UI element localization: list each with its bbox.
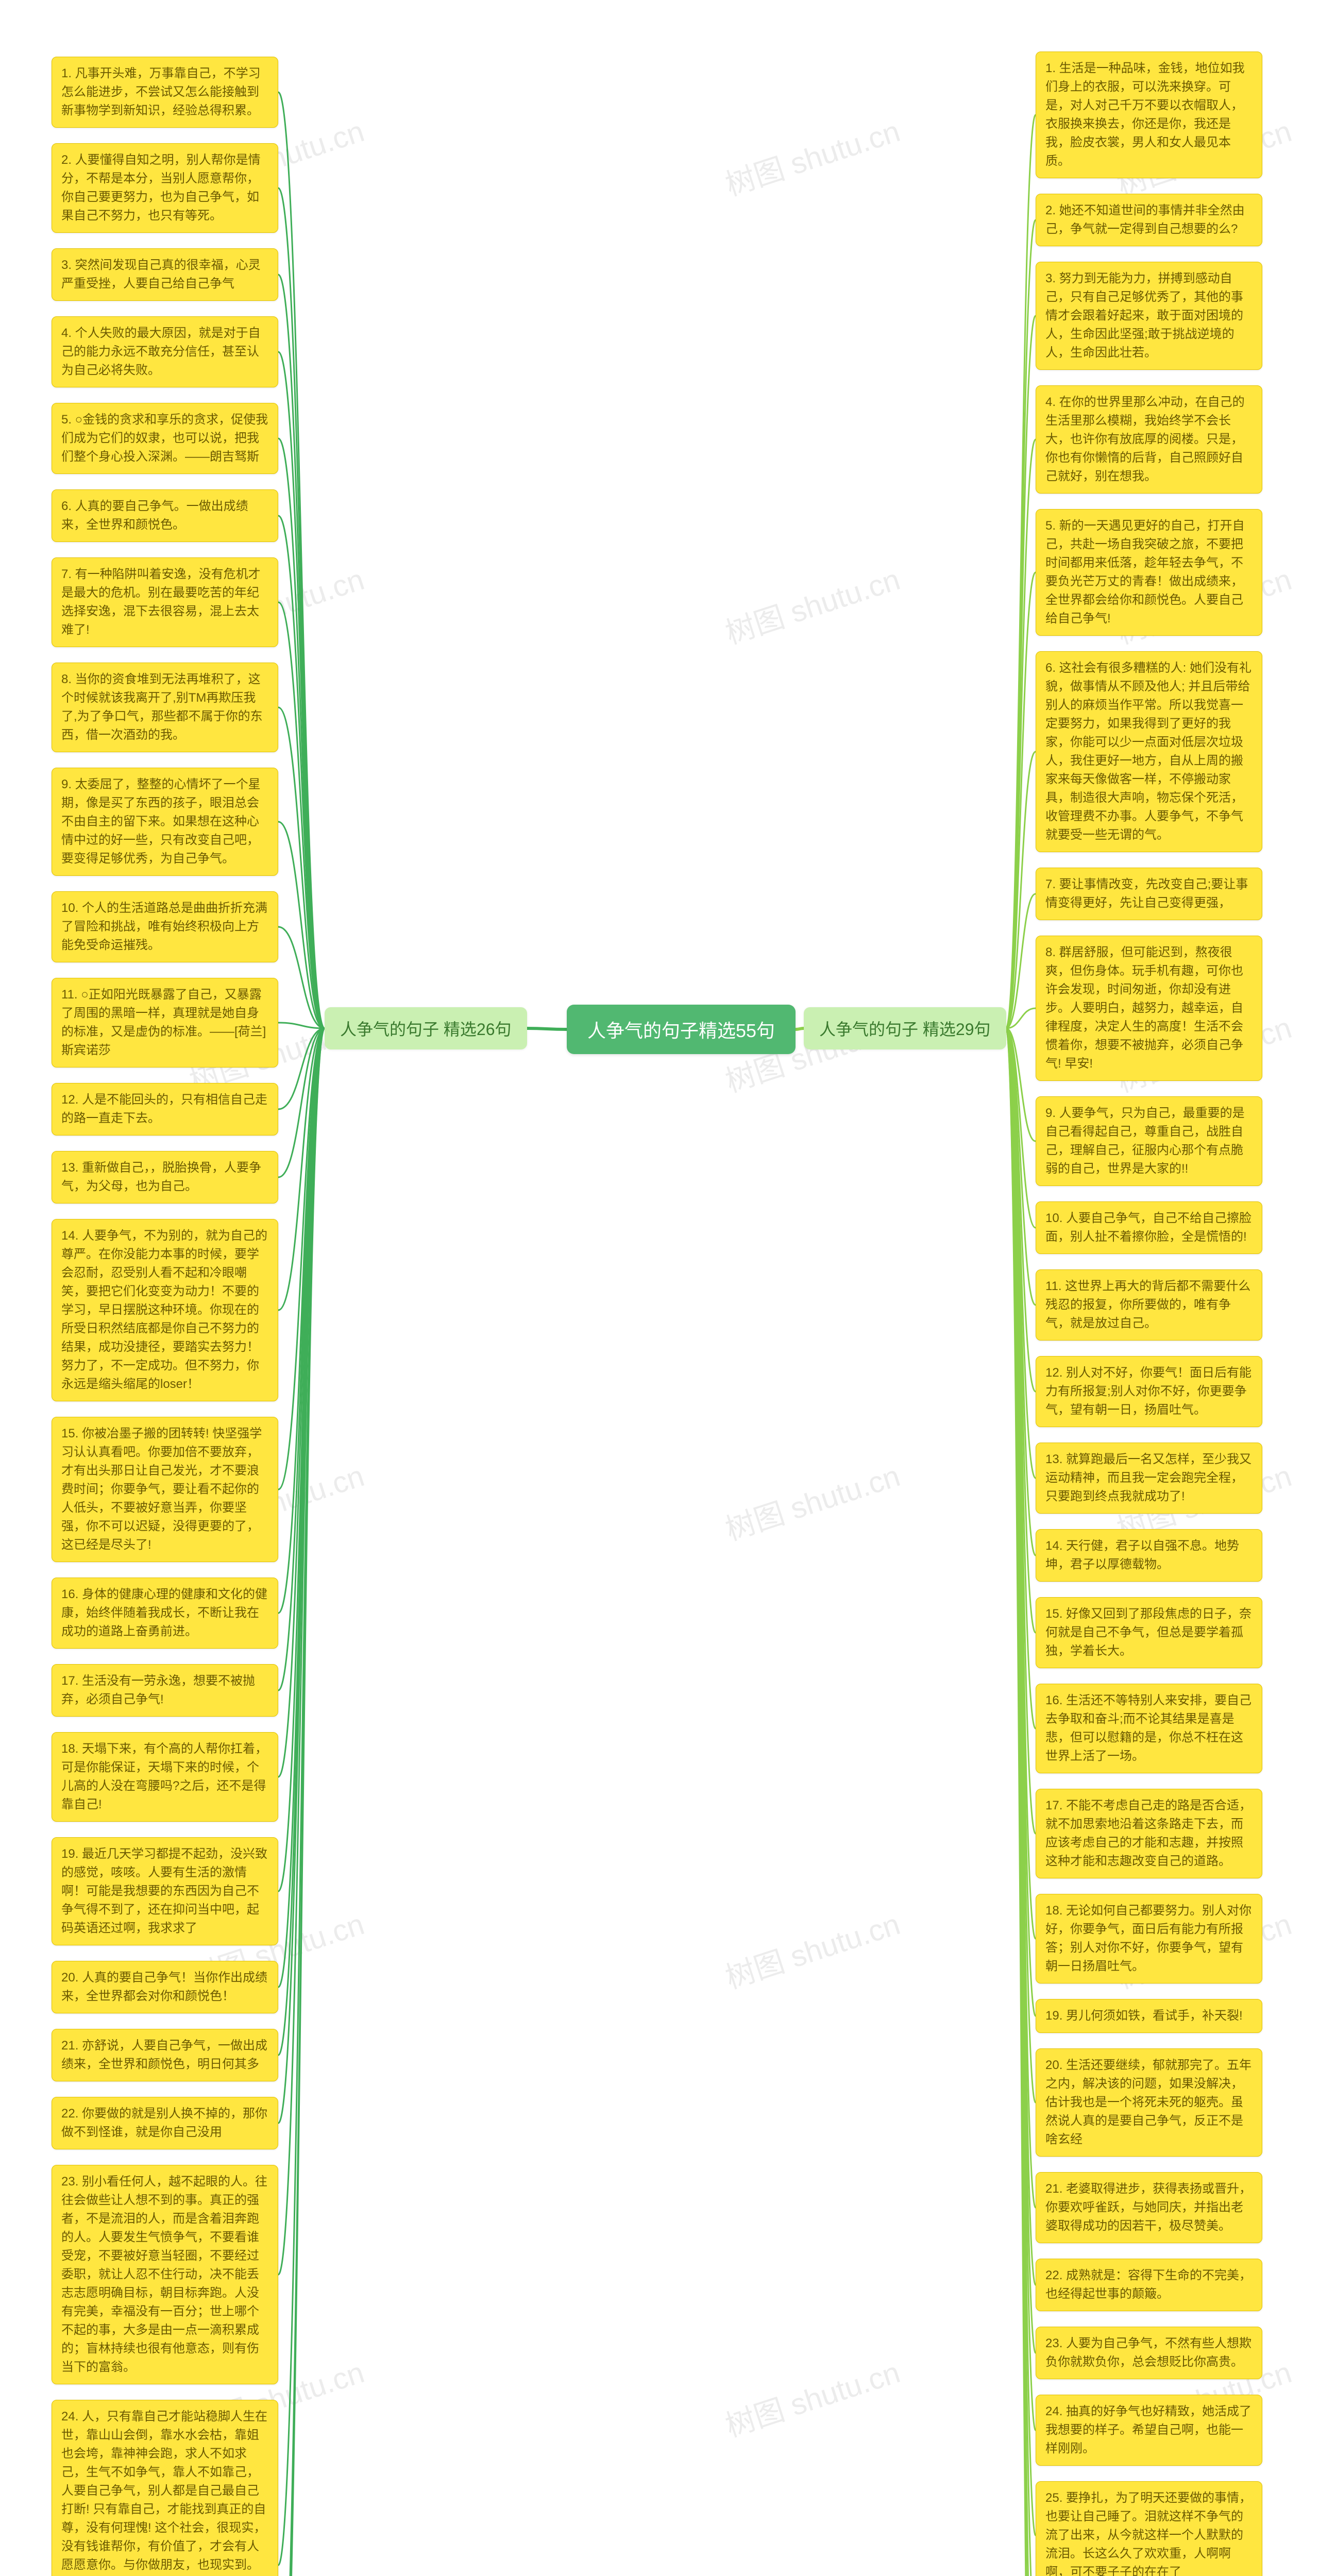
leaf-left-1: 1. 凡事开头难，万事靠自己，不学习怎么能进步，不尝试又怎么能接触到新事物学到新… bbox=[52, 57, 278, 128]
leaf-right-11: 11. 这世界上再大的背后都不需要什么残忍的报复，你所要做的，唯有争气，就是放过… bbox=[1036, 1269, 1262, 1341]
leaf-left-7: 7. 有一种陷阱叫着安逸，没有危机才是最大的危机。别在最要吃苦的年纪选择安逸，混… bbox=[52, 557, 278, 647]
leaf-left-4: 4. 个人失败的最大原因，就是对于自己的能力永远不敢充分信任，甚至认为自己必将失… bbox=[52, 316, 278, 387]
leaf-right-13: 13. 就算跑最后一名又怎样，至少我又运动精神，而且我一定会跑完全程，只要跑到终… bbox=[1036, 1443, 1262, 1514]
leaf-right-6: 6. 这社会有很多糟糕的人: 她们没有礼貌，做事情从不顾及他人; 并且后带给别人… bbox=[1036, 651, 1262, 852]
leaf-left-11: 11. ○正如阳光既暴露了自己，又暴露了周围的黑暗一样，真理就是她自身的标准，又… bbox=[52, 978, 278, 1067]
leaf-right-2: 2. 她还不知道世间的事情并非全然由己，争气就一定得到自己想要的么? bbox=[1036, 194, 1262, 246]
leaf-right-10: 10. 人要自己争气，自己不给自己擦脸面，别人扯不着擦你脸，全是慌悟的! bbox=[1036, 1201, 1262, 1254]
leaf-right-25: 25. 要挣扎，为了明天还要做的事情，也要让自己睡了。泪就这样不争气的流了出来，… bbox=[1036, 2481, 1262, 2576]
leaf-left-20: 20. 人真的要自己争气！当你作出成绩来，全世界都会对你和颜悦色！ bbox=[52, 1961, 278, 2013]
leaf-right-23: 23. 人要为自己争气，不然有些人想欺负你就欺负你，总会想贬比你高贵。 bbox=[1036, 2327, 1262, 2379]
leaf-right-19: 19. 男儿何须如铁，看试手，补天裂! bbox=[1036, 1999, 1262, 2033]
leaf-left-17: 17. 生活没有一劳永逸，想要不被抛弃，必须自己争气! bbox=[52, 1664, 278, 1717]
leaf-column-left: 1. 凡事开头难，万事靠自己，不学习怎么能进步，不尝试又怎么能接触到新事物学到新… bbox=[52, 57, 278, 2576]
leaf-right-12: 12. 别人对不好，你要气！面日后有能力有所报复;别人对你不好，你更要争气，望有… bbox=[1036, 1356, 1262, 1427]
leaf-left-6: 6. 人真的要自己争气。一做出成绩来，全世界和颜悦色。 bbox=[52, 489, 278, 542]
leaf-left-19: 19. 最近几天学习都提不起劲，没兴致的感觉，咳咳。人要有生活的激情啊！可能是我… bbox=[52, 1837, 278, 1945]
leaf-right-15: 15. 好像又回到了那段焦虑的日子，奈何就是自己不争气，但总是要学着孤独，学着长… bbox=[1036, 1597, 1262, 1668]
leaf-right-9: 9. 人要争气，只为自己，最重要的是自己看得起自己，尊重自己，战胜自己，理解自己… bbox=[1036, 1096, 1262, 1186]
leaf-left-5: 5. ○金钱的贪求和享乐的贪求，促使我们成为它们的奴隶，也可以说，把我们整个身心… bbox=[52, 403, 278, 474]
leaf-right-20: 20. 生活还要继续，郁就那完了。五年之内，解决该的问题，如果没解决，估计我也是… bbox=[1036, 2048, 1262, 2157]
leaf-right-14: 14. 天行健，君子以自强不息。地势坤，君子以厚德载物。 bbox=[1036, 1529, 1262, 1582]
leaf-right-7: 7. 要让事情改变，先改变自己;要让事情变得更好，先让自己变得更强， bbox=[1036, 868, 1262, 920]
leaf-right-21: 21. 老婆取得进步，获得表扬或晋升，你要欢呼雀跃，与她同庆，并指出老婆取得成功… bbox=[1036, 2172, 1262, 2243]
leaf-left-16: 16. 身体的健康心理的健康和文化的健康，始终伴随着我成长，不断让我在成功的道路… bbox=[52, 1578, 278, 1649]
leaf-right-4: 4. 在你的世界里那么冲动，在自己的生活里那么模糊，我始终学不会长大，也许你有放… bbox=[1036, 385, 1262, 494]
leaf-column-right: 1. 生活是一种品味，金钱，地位如我们身上的衣服，可以洗来换穿。可是，对人对己千… bbox=[1036, 52, 1262, 2576]
mindmap-stage: 人争气的句子精选55句 人争气的句子 精选26句 人争气的句子 精选29句 1.… bbox=[0, 0, 1319, 2576]
leaf-right-17: 17. 不能不考虑自己走的路是否合适，就不加思索地沿着这条路走下去，而应该考虑自… bbox=[1036, 1789, 1262, 1878]
leaf-left-21: 21. 亦舒说，人要自己争气，一做出成绩来，全世界和颜悦色，明日何其多 bbox=[52, 2029, 278, 2081]
leaf-left-18: 18. 天塌下来，有个高的人帮你扛着，可是你能保证，天塌下来的时候，个儿高的人没… bbox=[52, 1732, 278, 1822]
root-node: 人争气的句子精选55句 bbox=[567, 1005, 796, 1054]
leaf-left-15: 15. 你被冶墨子搬的团转转! 快坚强学习认认真看吧。你要加倍不要放弃，才有出头… bbox=[52, 1417, 278, 1562]
leaf-left-10: 10. 个人的生活道路总是曲曲折折充满了冒险和挑战，唯有始终积极向上方能免受命运… bbox=[52, 891, 278, 962]
leaf-left-23: 23. 别小看任何人，越不起眼的人。往往会做些让人想不到的事。真正的强者，不是流… bbox=[52, 2165, 278, 2384]
leaf-left-12: 12. 人是不能回头的，只有相信自己走的路一直走下去。 bbox=[52, 1083, 278, 1136]
leaf-left-24: 24. 人，只有靠自己才能站稳脚人生在世，靠山山会倒，靠水水会枯，靠姐也会垮，靠… bbox=[52, 2400, 278, 2576]
leaf-right-18: 18. 无论如何自己都要努力。别人对你好，你要争气，面日后有能力有所报答；别人对… bbox=[1036, 1894, 1262, 1984]
leaf-right-5: 5. 新的一天遇见更好的自己，打开自己，共赴一场自我突破之旅，不要把时间都用来低… bbox=[1036, 509, 1262, 636]
leaf-left-14: 14. 人要争气，不为别的，就为自己的尊严。在你没能力本事的时候，要学会忍耐，忍… bbox=[52, 1219, 278, 1401]
leaf-right-22: 22. 成熟就是：容得下生命的不完美，也经得起世事的颠簸。 bbox=[1036, 2259, 1262, 2311]
leaf-left-2: 2. 人要懂得自知之明，别人帮你是情分，不帮是本分，当别人愿意帮你，你自己要更努… bbox=[52, 143, 278, 233]
leaf-left-8: 8. 当你的资食堆到无法再堆积了，这个时候就该我离开了,别TM再欺压我了,为了争… bbox=[52, 663, 278, 752]
leaf-right-1: 1. 生活是一种品味，金钱，地位如我们身上的衣服，可以洗来换穿。可是，对人对己千… bbox=[1036, 52, 1262, 178]
leaf-right-24: 24. 抽真的好争气也好精致，她活成了我想要的样子。希望自己啊，也能一样刚刚。 bbox=[1036, 2395, 1262, 2466]
branch-left: 人争气的句子 精选26句 bbox=[325, 1007, 527, 1049]
leaf-right-3: 3. 努力到无能为力，拼搏到感动自己，只有自己足够优秀了，其他的事情才会跟着好起… bbox=[1036, 262, 1262, 370]
branch-right: 人争气的句子 精选29句 bbox=[804, 1007, 1006, 1049]
leaf-right-16: 16. 生活还不等特别人来安排，要自己去争取和奋斗;而不论其结果是喜是悲，但可以… bbox=[1036, 1684, 1262, 1773]
leaf-left-9: 9. 太委屈了，整整的心情坏了一个星期，像是买了东西的孩子，眼泪总会不由自主的留… bbox=[52, 768, 278, 876]
leaf-left-3: 3. 突然间发现自己真的很幸福，心灵严重受挫，人要自己给自己争气 bbox=[52, 248, 278, 301]
leaf-left-13: 13. 重新做自己，，脱胎换骨，人要争气，为父母，也为自己。 bbox=[52, 1151, 278, 1204]
leaf-left-22: 22. 你要做的就是别人换不掉的，那你做不到怪谁，就是你自己没用 bbox=[52, 2097, 278, 2149]
leaf-right-8: 8. 群居舒服，但可能迟到，熬夜很爽，但伤身体。玩手机有趣，可你也许会发现，时间… bbox=[1036, 936, 1262, 1081]
